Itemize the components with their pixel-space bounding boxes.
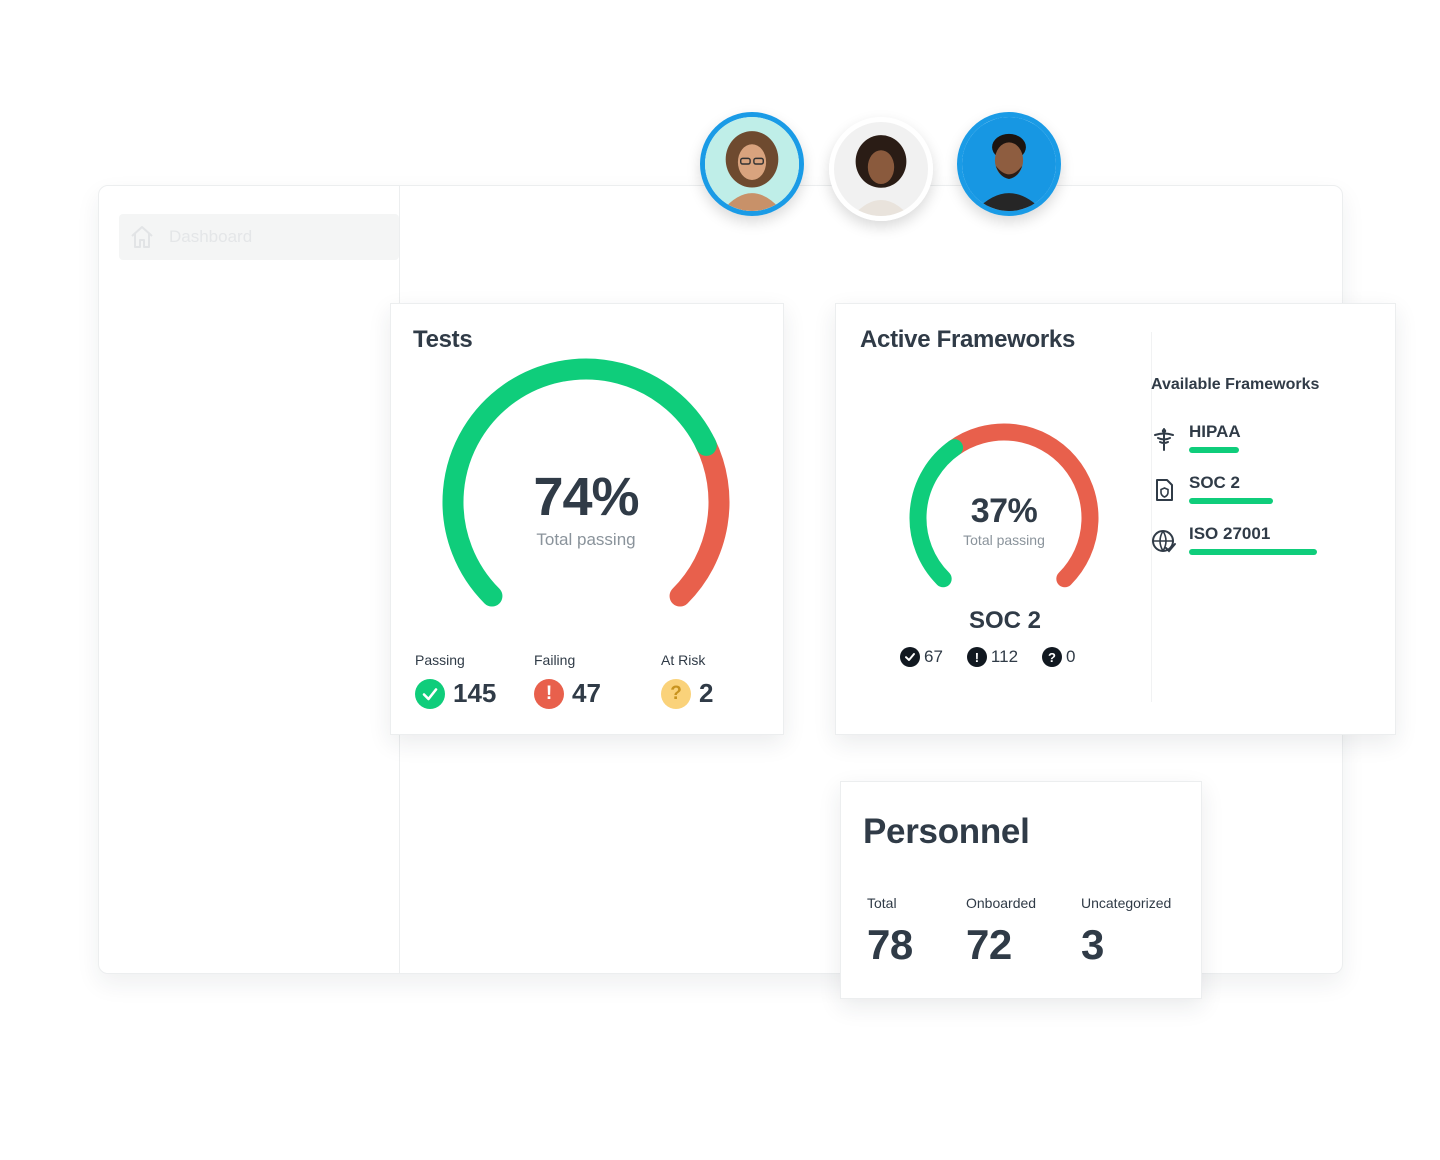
stat-failing: Failing ! 47: [534, 652, 601, 709]
question-icon: ?: [1042, 647, 1063, 667]
count-failing: ! 112: [966, 647, 1019, 667]
framework-item-label: HIPAA: [1189, 422, 1241, 441]
personnel-card: Personnel Total 78 Onboarded 72 Uncatego…: [840, 781, 1202, 999]
frameworks-gauge-fail-arc: [944, 423, 1099, 588]
personnel-value: 78: [867, 921, 913, 968]
personnel-uncategorized: Uncategorized 3: [1081, 895, 1171, 969]
card-title: Active Frameworks: [860, 326, 1076, 353]
count-value: 67: [924, 647, 943, 666]
framework-item-label: ISO 27001: [1189, 524, 1271, 543]
sidebar-item-dashboard[interactable]: Dashboard: [119, 214, 399, 260]
active-frameworks-card: Active Frameworks 37% Total passing SOC …: [835, 303, 1396, 735]
card-title: Personnel: [863, 812, 1030, 851]
personnel-total: Total 78: [867, 895, 913, 969]
divider: [1151, 332, 1152, 702]
stat-passing: Passing 145: [415, 652, 496, 709]
document-shield-icon: [1156, 479, 1173, 501]
framework-item-iso27001[interactable]: ISO 27001: [1151, 524, 1317, 555]
personnel-value: 72: [966, 921, 1012, 968]
framework-progress-bar: [1189, 498, 1273, 504]
framework-progress-bar: [1189, 447, 1239, 453]
framework-counts: 67 ! 112 ? 0: [900, 647, 1076, 667]
stat-value: 2: [699, 678, 714, 708]
count-value: 112: [990, 647, 1019, 666]
card-title: Tests: [413, 326, 473, 353]
check-icon: [900, 647, 920, 667]
framework-name: SOC 2: [968, 607, 1042, 634]
tests-gauge-pass-arc: [442, 358, 717, 607]
personnel-label: Onboarded: [966, 895, 1037, 911]
framework-item-soc2[interactable]: SOC 2: [1151, 473, 1273, 504]
sidebar: Dashboard: [99, 186, 399, 973]
check-icon: [415, 678, 445, 709]
stat-label: Failing: [534, 652, 576, 668]
count-at-risk: ? 0: [1042, 647, 1076, 667]
framework-item-hipaa[interactable]: HIPAA: [1151, 422, 1241, 453]
tests-card: Tests 74% Total passing Passing 145 Fail…: [390, 303, 784, 735]
personnel-value: 3: [1081, 921, 1104, 968]
personnel-label: Total: [867, 895, 897, 911]
exclamation-icon: !: [966, 647, 987, 667]
avatar[interactable]: [829, 117, 933, 221]
frameworks-gauge-pass-arc: [909, 439, 964, 588]
count-value: 0: [1066, 647, 1076, 666]
person-photo-icon: [834, 122, 928, 216]
framework-progress-bar: [1189, 549, 1317, 555]
stat-label: At Risk: [661, 652, 706, 668]
exclamation-icon: !: [534, 678, 564, 709]
tests-gauge: 74% Total passing: [426, 344, 746, 644]
home-icon: [131, 226, 153, 248]
avatar[interactable]: [957, 112, 1061, 216]
stat-label: Passing: [415, 652, 465, 668]
avatar[interactable]: [700, 112, 804, 216]
count-passing: 67: [900, 647, 943, 667]
sidebar-item-label: Dashboard: [169, 227, 253, 246]
frameworks-subtitle: Total passing: [963, 532, 1045, 548]
frameworks-gauge: 37% Total passing: [894, 414, 1114, 614]
stat-value: 145: [453, 678, 497, 708]
person-photo-icon: [705, 117, 799, 211]
question-icon: ?: [661, 678, 691, 709]
stat-at-risk: At Risk ? 2: [661, 652, 713, 709]
framework-item-label: SOC 2: [1189, 473, 1241, 492]
person-photo-icon: [962, 117, 1056, 211]
personnel-onboarded: Onboarded 72: [966, 895, 1036, 969]
frameworks-percent: 37%: [970, 492, 1038, 530]
tests-gauge-fail-arc: [669, 432, 730, 607]
stat-value: 47: [572, 678, 601, 708]
personnel-label: Uncategorized: [1081, 895, 1172, 911]
tests-subtitle: Total passing: [536, 530, 636, 549]
globe-check-icon: [1152, 530, 1176, 553]
available-frameworks-title: Available Frameworks: [1151, 376, 1320, 393]
tests-percent: 74%: [533, 467, 639, 527]
caduceus-icon: [1154, 428, 1174, 451]
